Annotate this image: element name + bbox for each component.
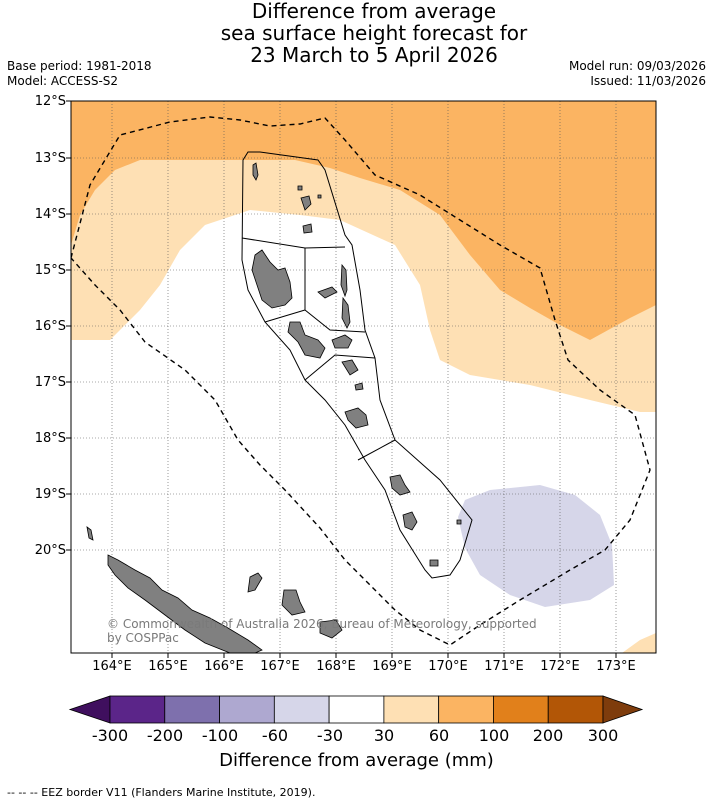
colorbar-segment bbox=[219, 695, 275, 724]
island-mare bbox=[319, 619, 343, 639]
meta-left: Base period: 1981-2018 Model: ACCESS-S2 bbox=[7, 59, 152, 89]
lon-label-172e: 172°E bbox=[540, 659, 580, 674]
lon-label-170e: 170°E bbox=[428, 659, 468, 674]
model-run: Model run: 09/03/2026 bbox=[568, 59, 706, 73]
island-vanua-lava bbox=[300, 195, 312, 211]
meta-right: Model run: 09/03/2026 Issued: 11/03/2026 bbox=[569, 59, 706, 89]
anomaly-band-30-60-corner bbox=[622, 633, 656, 653]
colorbar-segment bbox=[164, 695, 220, 724]
island-espiritu-santo bbox=[251, 249, 293, 309]
island-belep bbox=[86, 526, 94, 541]
island-pentecost bbox=[341, 296, 351, 329]
lat-label-18s: 18°S bbox=[34, 431, 66, 446]
island-maewo bbox=[340, 263, 348, 298]
island-small-se bbox=[456, 519, 462, 525]
lat-label-20s: 20°S bbox=[34, 543, 66, 558]
colorbar-tick-neg30: -30 bbox=[316, 726, 344, 745]
colorbar-segment bbox=[328, 695, 385, 724]
colorbar-extend-max bbox=[602, 695, 644, 724]
lon-label-173e: 173°E bbox=[596, 659, 636, 674]
colorbar-tick-neg100: -100 bbox=[201, 726, 239, 745]
lat-label-19s: 19°S bbox=[34, 487, 66, 502]
island-ambrym bbox=[331, 334, 353, 349]
gridlines bbox=[71, 101, 656, 653]
map-frame bbox=[70, 100, 657, 654]
lat-label-15s: 15°S bbox=[34, 263, 66, 278]
chart-title: Difference from average sea surface heig… bbox=[0, 0, 713, 66]
issued-date: Issued: 11/03/2026 bbox=[590, 74, 706, 88]
title-line-2: sea surface height forecast for bbox=[220, 21, 528, 45]
island-malekula bbox=[287, 321, 326, 359]
lat-label-17s: 17°S bbox=[34, 375, 66, 390]
province-boundaries bbox=[241, 151, 473, 579]
colorbar-segment bbox=[493, 695, 549, 724]
lon-label-165e: 165°E bbox=[148, 659, 188, 674]
lat-label-12s: 12°S bbox=[34, 94, 66, 109]
colorbar-tick-neg300: -300 bbox=[91, 726, 129, 745]
title-line-3: 23 March to 5 April 2026 bbox=[250, 43, 498, 67]
colorbar-tick-200: 200 bbox=[532, 726, 564, 745]
island-gaua bbox=[302, 223, 313, 234]
island-shepherds bbox=[354, 382, 364, 391]
colorbar-tick-neg60: -60 bbox=[261, 726, 289, 745]
colorbar-tick-100: 100 bbox=[478, 726, 510, 745]
axis-ticks bbox=[66, 100, 617, 658]
lat-label-14s: 14°S bbox=[34, 207, 66, 222]
eez-footnote: -- -- -- EEZ border V11 (Flanders Marine… bbox=[7, 786, 316, 799]
colorbar-title: Difference from average (mm) bbox=[219, 750, 494, 771]
lat-label-13s: 13°S bbox=[34, 151, 66, 166]
island-efate bbox=[344, 407, 369, 429]
copyright-notice: © Commonwealth of Australia 2026, Bureau… bbox=[107, 617, 537, 645]
colorbar-extend-min bbox=[68, 695, 111, 724]
lat-label-16s: 16°S bbox=[34, 319, 66, 334]
island-aneityum bbox=[429, 559, 439, 567]
colorbar-tick-60: 60 bbox=[428, 726, 450, 745]
island-epi bbox=[341, 359, 359, 376]
land-masses bbox=[86, 162, 462, 653]
lon-label-164e: 164°E bbox=[92, 659, 132, 674]
island-torres bbox=[252, 162, 259, 181]
island-ambae bbox=[317, 286, 338, 299]
colorbar-segment bbox=[109, 695, 166, 724]
eez-border bbox=[71, 116, 651, 646]
lon-label-167e: 167°E bbox=[260, 659, 300, 674]
lon-label-166e: 166°E bbox=[204, 659, 244, 674]
title-line-1: Difference from average bbox=[251, 0, 497, 23]
colorbar-tick-neg200: -200 bbox=[146, 726, 184, 745]
colorbar-segment bbox=[438, 695, 494, 724]
colorbar-tick-300: 300 bbox=[587, 726, 619, 745]
island-small-north-2 bbox=[317, 194, 322, 199]
anomaly-band-neg-30-60 bbox=[458, 485, 614, 607]
anomaly-band-60-100 bbox=[71, 101, 656, 340]
island-lifou bbox=[281, 589, 306, 616]
island-small-north bbox=[297, 185, 303, 191]
colorbar-segment bbox=[547, 695, 604, 724]
base-period: Base period: 1981-2018 bbox=[7, 59, 152, 73]
colorbar-segment bbox=[383, 695, 440, 724]
colorbar bbox=[68, 695, 644, 724]
colorbar-segment bbox=[273, 695, 330, 724]
model-name: Model: ACCESS-S2 bbox=[7, 74, 119, 88]
lon-label-171e: 171°E bbox=[484, 659, 524, 674]
island-ouvea bbox=[247, 572, 263, 593]
island-erromango bbox=[389, 474, 411, 496]
lon-label-168e: 168°E bbox=[316, 659, 356, 674]
island-tanna bbox=[402, 511, 418, 531]
island-new-caledonia bbox=[107, 554, 263, 653]
map-area bbox=[71, 101, 656, 653]
colorbar-tick-30: 30 bbox=[373, 726, 395, 745]
lon-label-169e: 169°E bbox=[372, 659, 412, 674]
